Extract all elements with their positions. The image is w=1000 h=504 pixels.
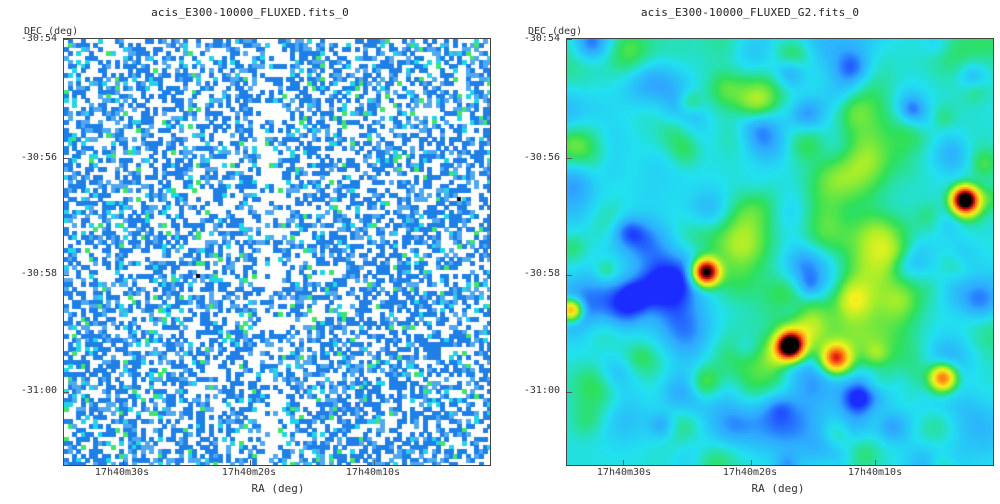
right-y-tick-1: -30:54 [523,33,560,44]
left-y-tick-2: -30:56 [20,152,57,163]
left-y-tick-4: -31:00 [20,385,57,396]
right-x-axis-label: RA (deg) [751,482,805,495]
right-fits-image[interactable] [567,39,993,465]
left-panel-title: acis_E300-10000_FLUXED.fits_0 [151,6,349,19]
right-image-panel: acis_E300-10000_FLUXED_G2.fits_0 DEC (de… [500,0,1000,504]
right-x-tick-2: 17h40m20s [722,467,778,478]
left-y-tick-1: -30:54 [20,33,57,44]
right-y-tick-2: -30:56 [523,152,560,163]
left-y-tick-3: -30:58 [20,268,57,279]
right-x-tick-3: 17h40m10s [847,467,903,478]
left-x-tick-1: 17h40m30s [94,467,150,478]
left-image-panel: acis_E300-10000_FLUXED.fits_0 DEC (deg) … [20,6,491,495]
left-fits-image[interactable] [64,39,490,465]
left-x-axis-label: RA (deg) [251,482,305,495]
right-y-tick-3: -30:58 [523,268,560,279]
left-x-tick-3: 17h40m10s [345,467,401,478]
left-x-tick-2: 17h40m20s [221,467,277,478]
left-y-axis-label: DEC (deg) [24,26,79,37]
right-panel-title: acis_E300-10000_FLUXED_G2.fits_0 [640,6,860,19]
right-y-axis-label: DEC (deg) [528,26,583,37]
right-x-tick-1: 17h40m30s [596,467,652,478]
left-image-frame[interactable] [63,38,491,466]
right-y-tick-4: -31:00 [523,385,560,396]
right-image-frame[interactable] [566,38,994,466]
